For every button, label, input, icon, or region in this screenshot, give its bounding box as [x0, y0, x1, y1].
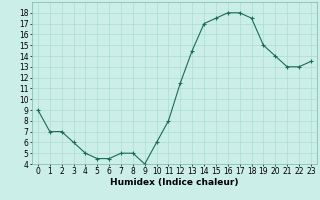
X-axis label: Humidex (Indice chaleur): Humidex (Indice chaleur)	[110, 178, 239, 187]
